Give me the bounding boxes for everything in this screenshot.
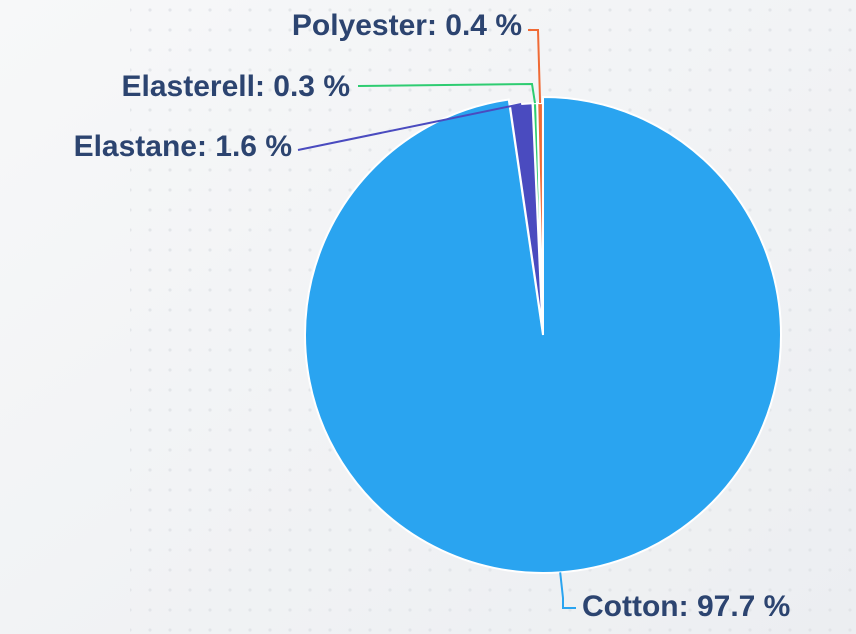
leader-line xyxy=(297,103,522,151)
slice-label: Elasterell: 0.3 % xyxy=(122,70,350,103)
slice-label: Cotton: 97.7 % xyxy=(582,590,790,623)
pie-slice xyxy=(304,95,782,574)
leader-line xyxy=(559,572,576,609)
slice-label: Elastane: 1.6 % xyxy=(74,130,292,163)
slice-label: Polyester: 0.4 % xyxy=(292,9,522,42)
leader-line xyxy=(357,82,536,104)
leader-line xyxy=(528,29,542,104)
